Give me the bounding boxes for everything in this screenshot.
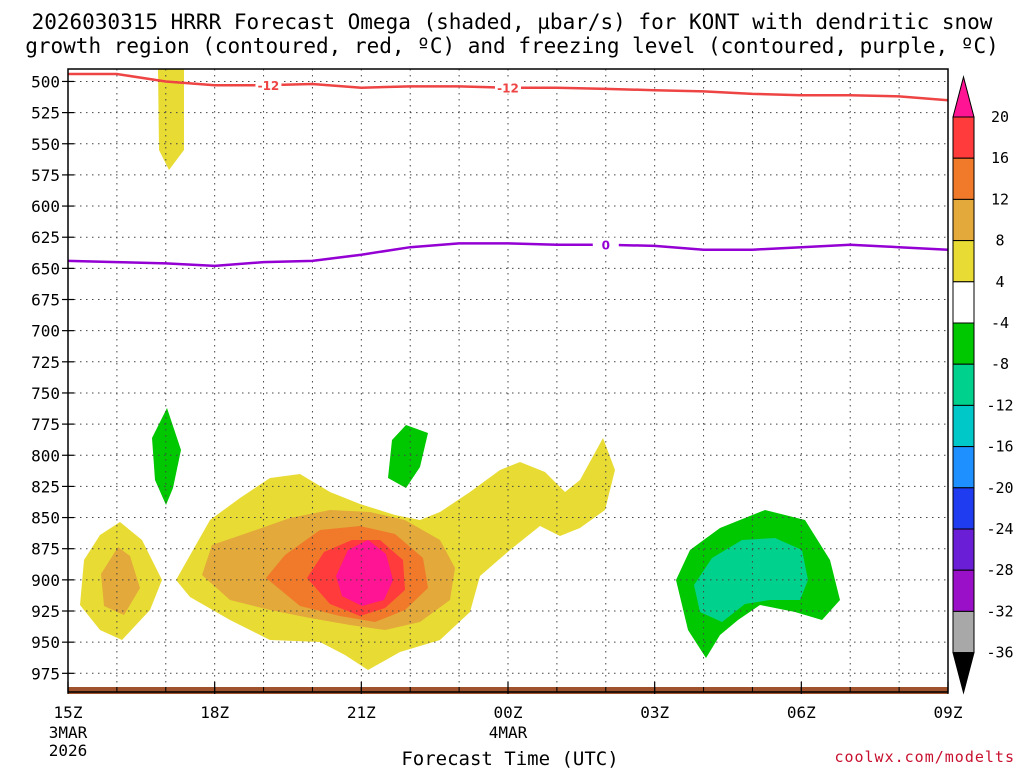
- y-tick-label: 600: [31, 197, 60, 216]
- colorbar-swatch: [952, 198, 975, 242]
- contour-label: -12: [258, 79, 280, 93]
- y-tick-label: 825: [31, 477, 60, 496]
- colorbar-swatch: [952, 610, 975, 654]
- x-tick-sublabel: 4MAR: [489, 723, 528, 742]
- colorbar-swatch: [952, 528, 975, 571]
- colorbar-label: 20: [991, 108, 1009, 126]
- y-tick-label: 925: [31, 602, 60, 621]
- y-tick-label: 625: [31, 228, 60, 247]
- x-tick-label: 03Z: [640, 703, 669, 722]
- omega-fill-yellow-column-500: [158, 69, 184, 170]
- colorbar-swatch: [952, 363, 975, 406]
- colorbar-swatch: [952, 116, 975, 159]
- y-tick-label: 900: [31, 571, 60, 590]
- colorbar-label: -8: [991, 355, 1009, 373]
- colorbar-label: -4: [991, 314, 1009, 332]
- colorbar-swatch: [952, 322, 975, 365]
- contour-label: 0: [602, 239, 610, 253]
- x-tick-sublabel: 2026: [49, 741, 88, 760]
- colorbar-swatch: [952, 487, 975, 530]
- colorbar-label: 4: [995, 273, 1004, 291]
- colorbar-label: -32: [986, 602, 1013, 620]
- y-tick-label: 550: [31, 135, 60, 154]
- y-tick-label: 950: [31, 633, 60, 652]
- freezing-level-contour-line: [68, 242, 948, 268]
- colorbar-swatch: [952, 240, 975, 283]
- x-tick-label: 21Z: [347, 703, 376, 722]
- y-tick-label: 525: [31, 104, 60, 123]
- contour-labels: -12 -12 0: [255, 78, 619, 253]
- omega-fill-green-750: [152, 408, 181, 505]
- omega-fill-right-teal: [694, 538, 808, 622]
- colorbar-swatch: [952, 157, 975, 200]
- colorbar-swatch-bottom: [952, 652, 975, 695]
- colorbar-label: -16: [986, 438, 1013, 456]
- colorbar-swatch: [952, 281, 975, 324]
- contour-label-bg: [495, 80, 521, 94]
- colorbar-label: 12: [991, 190, 1009, 208]
- colorbar-label: 16: [991, 149, 1009, 167]
- colorbar-label: 8: [995, 232, 1004, 250]
- omega-fill-green-760: [388, 425, 428, 488]
- contour-label-bg: [255, 78, 282, 92]
- y-tick-label: 700: [31, 322, 60, 341]
- x-tick-label: 15Z: [54, 703, 83, 722]
- omega-fill-left-gold: [101, 547, 140, 615]
- x-tick-label: 06Z: [787, 703, 816, 722]
- y-tick-label: 875: [31, 540, 60, 559]
- x-tick-label: 18Z: [200, 703, 229, 722]
- colorbar: 20 16 12 8 4 -4 -8 -12 -16 -20 -24 -28 -32 -36: [952, 75, 1014, 695]
- y-tick-label: 575: [31, 166, 60, 185]
- omega-fills: [80, 69, 840, 670]
- watermark: coolwx.com/modelts: [834, 748, 1015, 766]
- omega-fill-main-pink: [336, 540, 393, 606]
- y-tick-label: 675: [31, 291, 60, 310]
- colorbar-label: -12: [986, 396, 1013, 414]
- y-tick-label: 650: [31, 259, 60, 278]
- chart-title-line1: 2026030315 HRRR Forecast Omega (shaded, …: [32, 10, 993, 34]
- x-axis-title: Forecast Time (UTC): [401, 748, 618, 768]
- x-tick-label: 00Z: [494, 703, 523, 722]
- y-tick-label: 775: [31, 415, 60, 434]
- y-tick-label: 750: [31, 384, 60, 403]
- colorbar-swatch: [952, 569, 975, 612]
- y-tick-label: 800: [31, 446, 60, 465]
- y-axis: 500 525 550 575 600 625 650 675 700 725 750 775 800 8…: [31, 72, 74, 683]
- chart-title-line2: growth region (contoured, red, ºC) and f…: [25, 34, 999, 58]
- y-tick-label: 500: [31, 72, 60, 91]
- colorbar-swatch: [952, 404, 975, 448]
- x-tick-label: 09Z: [934, 703, 963, 722]
- y-tick-label: 850: [31, 509, 60, 528]
- contour-label: -12: [497, 82, 519, 96]
- colorbar-label: -28: [986, 561, 1013, 579]
- colorbar-swatch: [952, 446, 975, 489]
- colorbar-label: -24: [986, 520, 1013, 538]
- y-tick-label: 725: [31, 353, 60, 372]
- x-tick-sublabel: 3MAR: [49, 723, 88, 742]
- colorbar-label: -20: [986, 479, 1013, 497]
- y-tick-label: 975: [31, 664, 60, 683]
- colorbar-label: -36: [986, 644, 1013, 662]
- colorbar-swatch-top: [952, 75, 975, 118]
- contour-label-bg: [592, 237, 619, 251]
